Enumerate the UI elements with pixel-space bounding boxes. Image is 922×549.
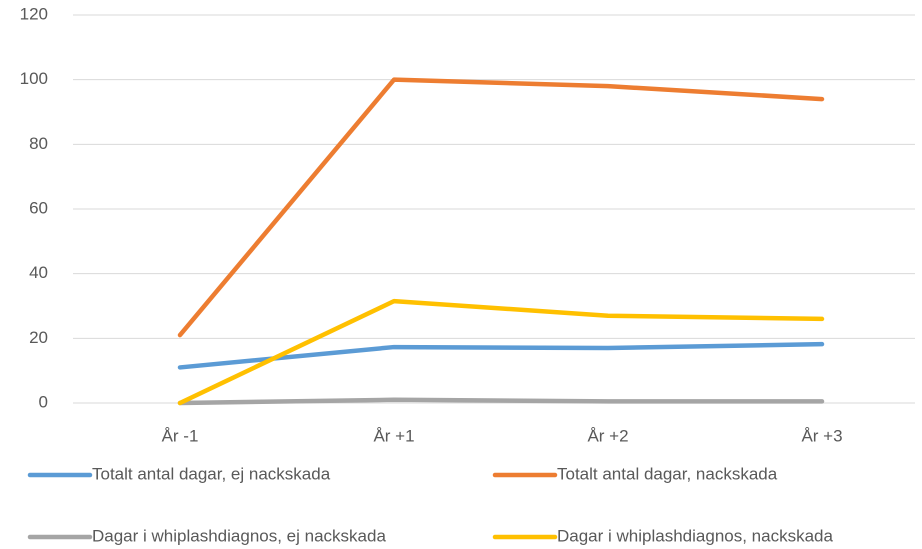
series-line (177, 298, 825, 406)
series-line (177, 397, 825, 406)
y-tick-label: 120 (20, 4, 48, 23)
series-line (177, 341, 825, 370)
y-tick-label: 20 (29, 328, 48, 347)
legend-label: Totalt antal dagar, nackskada (557, 464, 778, 483)
y-tick-label: 80 (29, 134, 48, 153)
x-tick-label: År -1 (162, 426, 199, 445)
y-tick-label: 0 (39, 392, 48, 411)
legend-label: Dagar i whiplashdiagnos, ej nackskada (92, 526, 386, 545)
x-tick-label: År +1 (373, 426, 414, 445)
y-tick-label: 100 (20, 69, 48, 88)
y-tick-label: 40 (29, 263, 48, 282)
x-tick-label: År +2 (587, 426, 628, 445)
legend-label: Dagar i whiplashdiagnos, nackskada (557, 526, 833, 545)
legend-label: Totalt antal dagar, ej nackskada (92, 464, 331, 483)
x-tick-label: År +3 (801, 426, 842, 445)
y-tick-label: 60 (29, 198, 48, 217)
series-line (177, 77, 825, 338)
